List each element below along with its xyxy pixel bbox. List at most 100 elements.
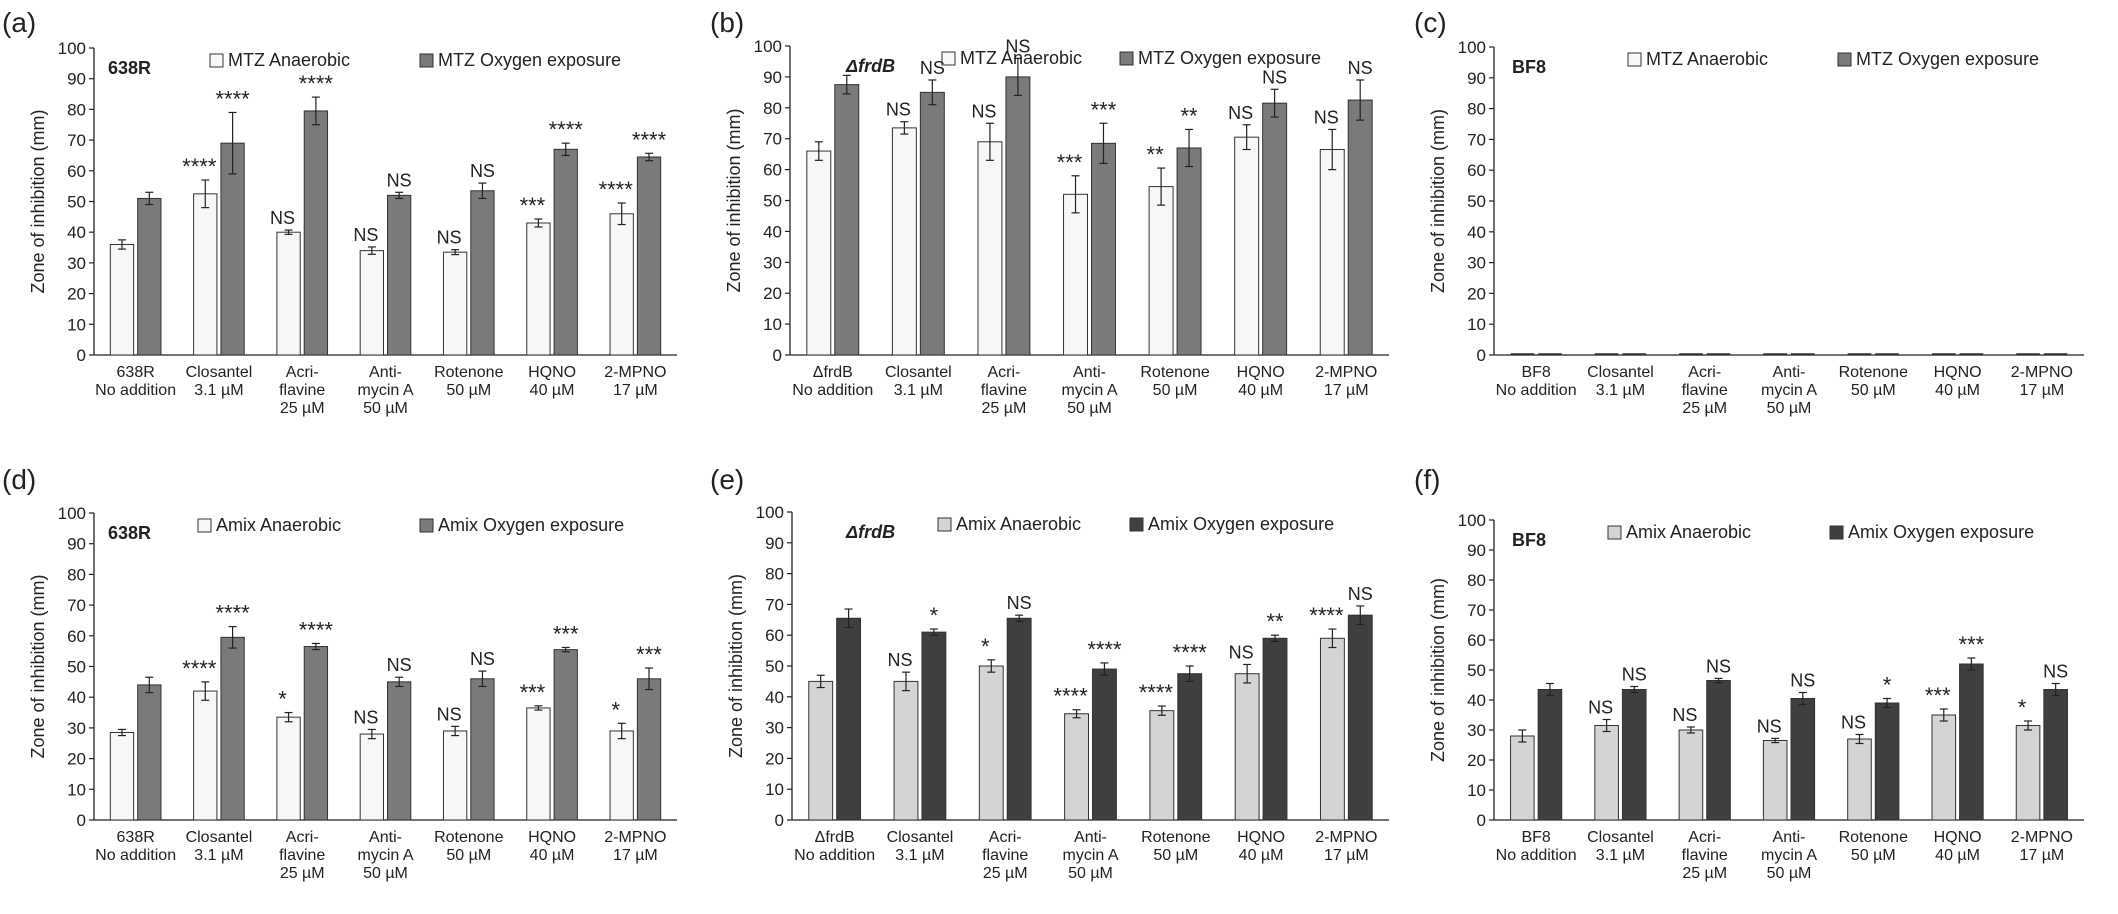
y-tick-label: 10	[1467, 781, 1486, 800]
legend-label-anaerobic: MTZ Anaerobic	[1646, 49, 1768, 69]
x-category-label: Anti-	[1074, 829, 1107, 846]
significance-label: NS	[1706, 656, 1731, 676]
bar-oxygen	[636, 156, 662, 356]
panel-label: (d)	[2, 464, 36, 495]
bar-anaerobic	[808, 680, 834, 821]
significance-label: NS	[886, 100, 911, 120]
y-tick-label: 80	[765, 565, 784, 584]
y-tick-label: 40	[67, 688, 86, 707]
significance-label: ****	[1087, 637, 1122, 662]
y-tick-label: 40	[67, 223, 86, 242]
strain-label: ΔfrdB	[845, 522, 895, 542]
legend-label-oxygen: Amix Oxygen exposure	[1148, 514, 1334, 534]
significance-label: NS	[353, 707, 378, 727]
y-tick-label: 90	[1467, 69, 1486, 88]
x-category-label: 50 µM	[1767, 400, 1812, 417]
bar-anaerobic	[1319, 149, 1345, 356]
significance-label: *	[611, 697, 620, 722]
bar-oxygen	[303, 646, 329, 821]
legend-swatch-oxygen	[1837, 52, 1852, 67]
x-category-label: 50 µM	[1851, 382, 1896, 399]
y-tick-label: 30	[1467, 721, 1486, 740]
bar-anaerobic	[526, 222, 551, 356]
x-category-label: Anti-	[1773, 829, 1806, 846]
y-tick-label: 100	[754, 37, 782, 56]
bar-anaerobic	[276, 716, 301, 821]
bar-anaerobic	[109, 732, 135, 821]
bar-anaerobic	[442, 730, 468, 821]
y-tick-label: 60	[1467, 161, 1486, 180]
x-category-label: 25 µM	[983, 865, 1028, 882]
legend-swatch-anaerobic	[209, 53, 224, 68]
significance-label: NS	[1005, 36, 1030, 56]
y-axis-title: Zone of inhibition (mm)	[724, 108, 744, 292]
y-tick-label: 0	[775, 811, 784, 830]
x-category-label: 638R	[117, 364, 155, 381]
y-tick-label: 50	[67, 658, 86, 677]
significance-label: NS	[1228, 103, 1253, 123]
bar-anaerobic	[1594, 725, 1619, 821]
x-category-label: Closantel	[885, 364, 952, 381]
x-category-label: mycin A	[1062, 847, 1118, 864]
significance-label: ***	[520, 680, 546, 705]
y-tick-label: 60	[1467, 631, 1486, 650]
x-category-label: HQNO	[528, 829, 576, 846]
y-tick-label: 100	[1458, 38, 1486, 57]
bar-anaerobic	[2015, 725, 2041, 821]
y-tick-label: 50	[1467, 661, 1486, 680]
y-tick-label: 50	[765, 657, 784, 676]
x-category-label: No addition	[794, 847, 875, 864]
y-tick-label: 20	[765, 749, 784, 768]
legend-label-oxygen: MTZ Oxygen exposure	[438, 50, 621, 70]
x-category-label: Rotenone	[434, 364, 503, 381]
strain-label: 638R	[108, 58, 151, 78]
y-tick-label: 20	[1467, 284, 1486, 303]
y-tick-label: 80	[763, 99, 782, 118]
bar-anaerobic	[977, 141, 1003, 356]
significance-label: *	[2018, 695, 2027, 720]
x-category-label: mycin A	[1061, 382, 1117, 399]
y-tick-label: 70	[67, 131, 86, 150]
bar-oxygen	[137, 197, 162, 356]
significance-label: NS	[1841, 713, 1866, 733]
significance-label: ****	[1053, 684, 1088, 709]
bar-oxygen	[387, 681, 412, 821]
significance-label: ***	[636, 642, 662, 667]
x-category-label: 25 µM	[280, 865, 325, 882]
x-category-label: flavine	[279, 847, 325, 864]
significance-label: NS	[1229, 642, 1254, 662]
y-tick-label: 100	[58, 504, 86, 523]
significance-label: *	[981, 634, 990, 659]
bar-anaerobic	[978, 665, 1004, 821]
x-category-label: 50 µM	[446, 382, 491, 399]
bar-oxygen	[1621, 689, 1647, 821]
significance-label: ***	[1091, 97, 1117, 122]
bar-oxygen	[1537, 689, 1563, 821]
x-category-label: flavine	[1682, 847, 1728, 864]
significance-label: NS	[920, 58, 945, 78]
bar-oxygen	[1347, 614, 1373, 821]
legend-swatch-oxygen	[419, 518, 434, 533]
bar-anaerobic	[1847, 738, 1872, 821]
bar-anaerobic	[193, 193, 218, 356]
panel-label: (f)	[1414, 464, 1440, 495]
x-category-label: 40 µM	[1935, 382, 1980, 399]
significance-label: NS	[353, 225, 378, 245]
legend-swatch-anaerobic	[937, 517, 952, 532]
strain-label: BF8	[1512, 530, 1546, 550]
significance-label: NS	[1262, 67, 1287, 87]
bar-anaerobic	[1234, 673, 1260, 821]
x-category-label: HQNO	[1237, 829, 1285, 846]
bar-anaerobic	[609, 730, 634, 821]
significance-label: NS	[437, 228, 462, 248]
y-tick-label: 80	[1467, 571, 1486, 590]
significance-label: ****	[215, 601, 250, 626]
y-tick-label: 10	[1467, 315, 1486, 334]
y-tick-label: 20	[763, 284, 782, 303]
bar-oxygen	[553, 148, 578, 356]
bar-anaerobic	[806, 150, 832, 356]
x-category-label: 2-MPNO	[2011, 364, 2073, 381]
x-category-label: 3.1 µM	[194, 382, 243, 399]
legend-swatch-anaerobic	[197, 518, 212, 533]
y-tick-label: 70	[1467, 601, 1486, 620]
